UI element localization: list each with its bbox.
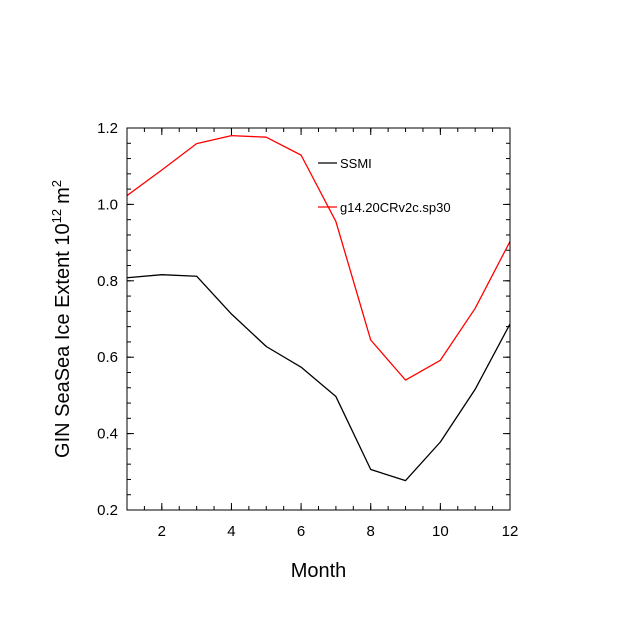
y-tick-label: 1.0 <box>97 196 118 213</box>
major-ticks <box>127 127 511 511</box>
plot-frame <box>126 127 511 511</box>
x-tick-label: 12 <box>502 523 519 540</box>
y-tick-label: 1.2 <box>97 120 118 137</box>
legend-label: g14.20CRv2c.sp30 <box>340 200 451 215</box>
x-tick-label: 4 <box>227 523 235 540</box>
y-tick-label: 0.2 <box>97 502 118 519</box>
x-tick-label: 6 <box>297 523 305 540</box>
y-axis-title-exponent: 12 <box>49 209 64 223</box>
y-axis-title-unit: m <box>52 187 74 204</box>
minor-ticks <box>126 127 511 511</box>
y-axis-title-main: GIN SeaSea Ice Extent 10 <box>52 223 74 458</box>
series-line-ssmi <box>126 274 511 482</box>
x-tick-labels: 2 4 6 8 10 12 <box>158 523 519 540</box>
legend: SSMI g14.20CRv2c.sp30 <box>318 156 451 215</box>
y-tick-labels: 0.2 0.4 0.6 0.8 1.0 1.2 <box>97 120 118 519</box>
y-tick-label: 0.6 <box>97 349 118 366</box>
y-tick-label: 0.4 <box>97 426 118 443</box>
y-tick-label: 0.8 <box>97 273 118 290</box>
x-tick-label: 2 <box>158 523 166 540</box>
y-axis-title: GIN SeaSea Ice Extent 1012 m2 <box>49 180 74 458</box>
series-group <box>126 134 511 482</box>
x-tick-label: 8 <box>367 523 375 540</box>
x-tick-label: 10 <box>432 523 449 540</box>
legend-label: SSMI <box>340 156 372 171</box>
series-line-g14-20crv2c-sp30 <box>126 134 511 381</box>
y-axis-title-unit-exponent: 2 <box>49 180 64 187</box>
x-axis-title: Month <box>291 560 347 582</box>
